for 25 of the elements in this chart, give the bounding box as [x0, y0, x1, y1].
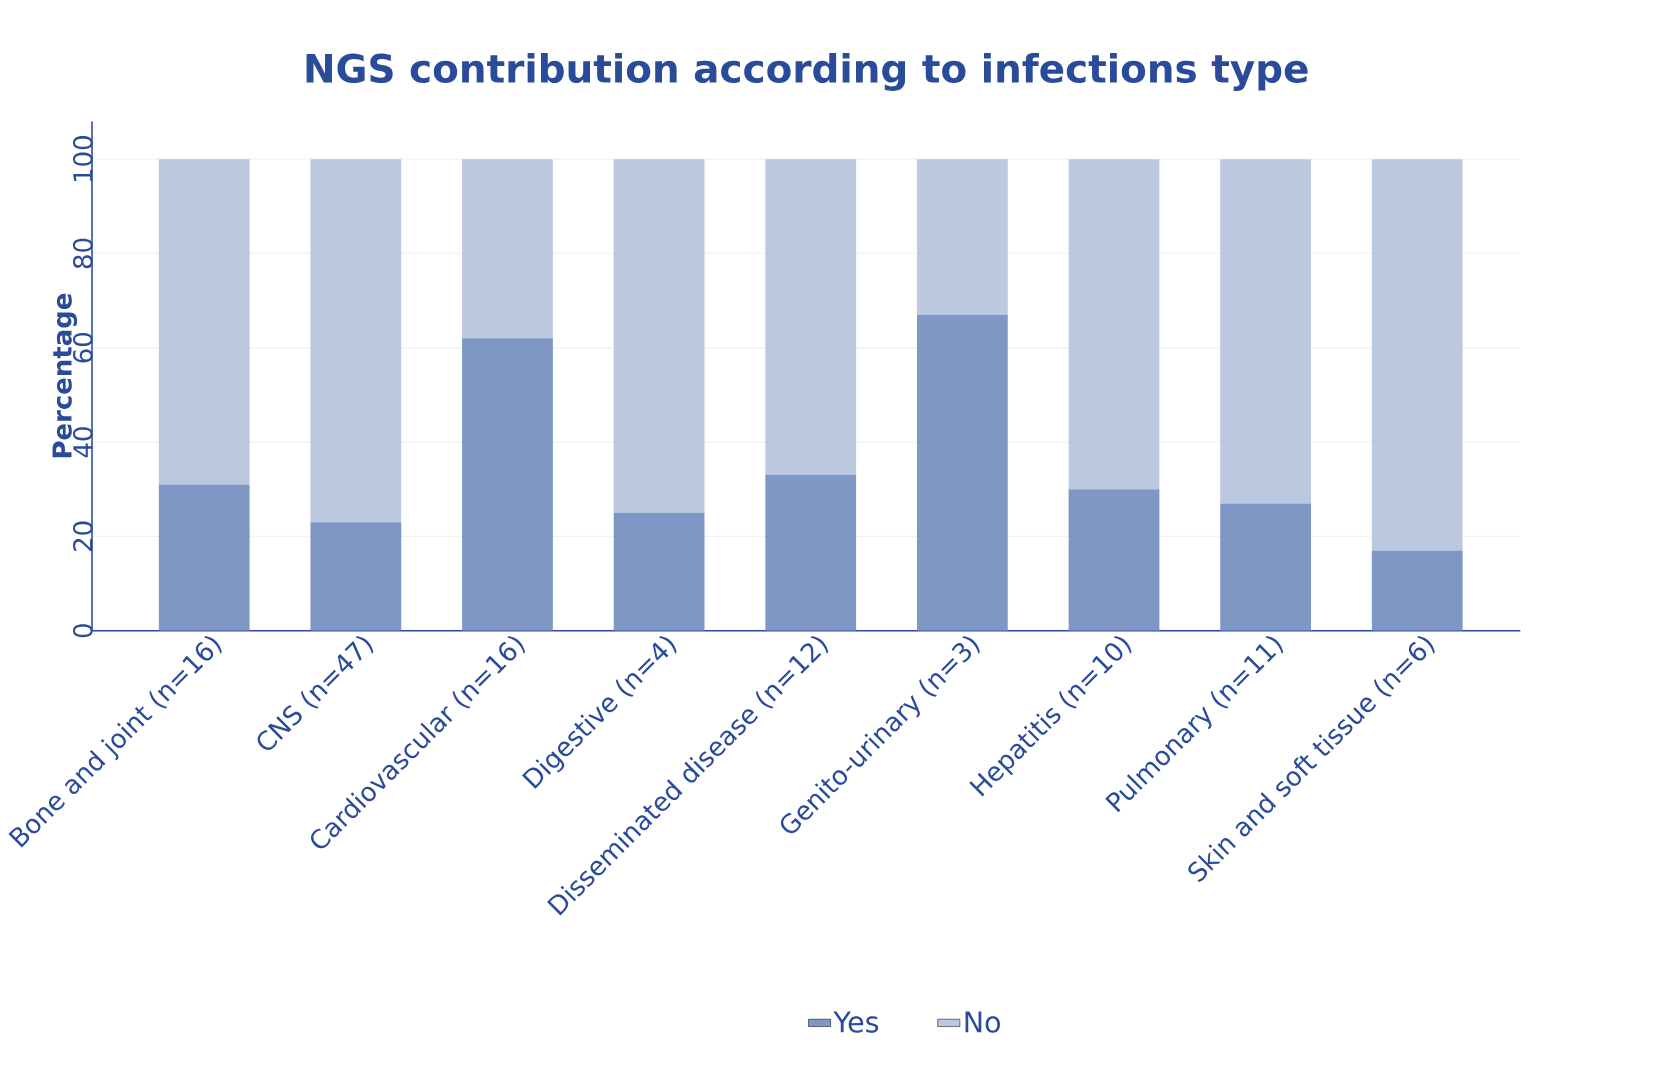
bar — [613, 513, 705, 631]
y-tick-label: 100 — [73, 136, 93, 182]
bar — [916, 314, 1008, 631]
bar — [1220, 159, 1312, 504]
bar — [1068, 159, 1160, 490]
bar — [158, 159, 250, 485]
bar — [158, 484, 250, 631]
legend-label: No — [965, 1011, 1000, 1033]
bar — [310, 522, 402, 631]
bar — [765, 159, 857, 476]
bar — [310, 159, 402, 523]
y-tick-label: 20 — [73, 521, 93, 552]
bar — [462, 159, 553, 339]
bar — [1371, 159, 1463, 551]
bar — [765, 475, 857, 631]
y-tick-label: 80 — [73, 238, 93, 269]
bar — [1371, 550, 1463, 631]
bar — [916, 159, 1008, 315]
bar — [1068, 489, 1160, 631]
bar — [1220, 503, 1312, 631]
bar — [613, 159, 705, 514]
legend-label: Yes — [833, 1011, 879, 1033]
y-tick-label: 0 — [73, 624, 93, 638]
chart-title: NGS contribution according to infections type — [306, 53, 1308, 92]
bar — [462, 338, 553, 631]
